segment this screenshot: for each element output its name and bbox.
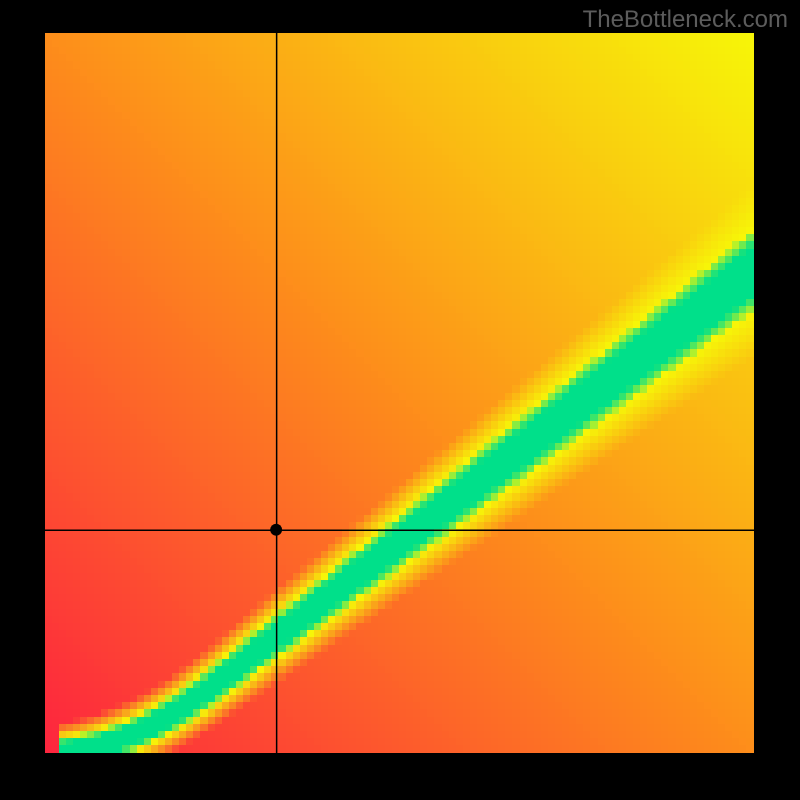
chart-container: { "attribution": "TheBottleneck.com", "c… — [0, 0, 800, 800]
heatmap-canvas — [0, 0, 800, 800]
attribution-label: TheBottleneck.com — [583, 6, 788, 34]
